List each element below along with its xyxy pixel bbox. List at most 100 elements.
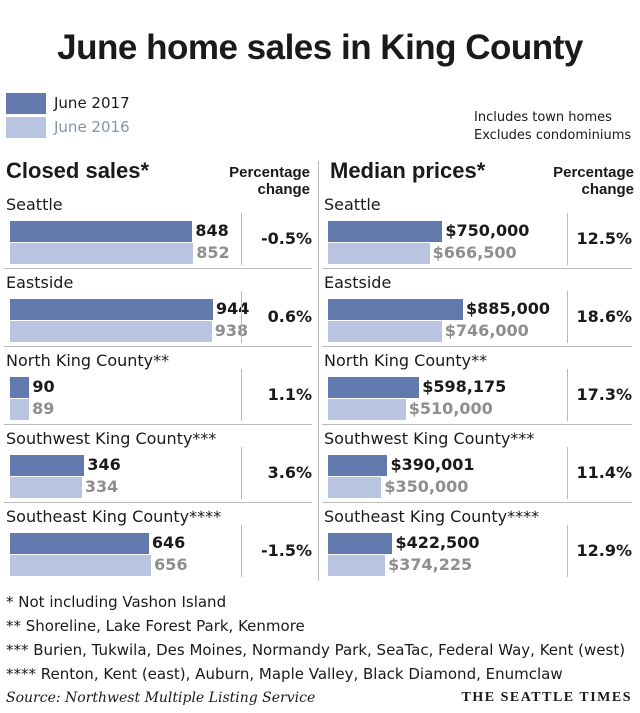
median-value-2016: $510,000 bbox=[408, 399, 493, 418]
legend-label-2017: June 2017 bbox=[54, 94, 130, 112]
closed-row-label: North King County** bbox=[6, 351, 170, 370]
median-row-separator bbox=[322, 346, 632, 347]
closed-value-2017: 346 bbox=[87, 455, 121, 474]
median-percent-change: 12.9% bbox=[576, 541, 632, 560]
closed-percent-change: 3.6% bbox=[267, 463, 312, 482]
closed-bar-2016 bbox=[10, 321, 212, 342]
footnotes: * Not including Vashon Island ** Shoreli… bbox=[6, 590, 625, 686]
median-value-2017: $750,000 bbox=[445, 221, 530, 240]
closed-pct-heading-line1: Percentage bbox=[229, 164, 310, 181]
median-percent-change: 18.6% bbox=[576, 307, 632, 326]
median-value-2016: $374,225 bbox=[388, 555, 473, 574]
closed-value-2016: 852 bbox=[196, 243, 230, 262]
closed-bar-2017 bbox=[10, 455, 85, 476]
median-row-separator bbox=[322, 268, 632, 269]
median-row-label: Seattle bbox=[324, 195, 381, 214]
column-divider bbox=[318, 161, 319, 581]
closed-bar-2016 bbox=[10, 555, 152, 576]
closed-value-2017: 848 bbox=[195, 221, 229, 240]
closed-percent-change: 1.1% bbox=[267, 385, 312, 404]
median-row-divider bbox=[567, 447, 568, 499]
closed-row-label: Southeast King County**** bbox=[6, 507, 222, 526]
median-prices-heading: Median prices* bbox=[330, 158, 486, 183]
closed-sales-heading: Closed sales* bbox=[6, 158, 150, 183]
median-row-divider bbox=[567, 525, 568, 577]
legend-item-2017: June 2017 bbox=[6, 92, 130, 114]
closed-bar-2017 bbox=[10, 533, 149, 554]
closed-row-divider bbox=[241, 525, 242, 577]
median-bar-2016 bbox=[328, 555, 386, 576]
median-value-2017: $390,001 bbox=[390, 455, 475, 474]
median-value-2017: $422,500 bbox=[395, 533, 480, 552]
median-percent-change: 17.3% bbox=[576, 385, 632, 404]
median-pct-heading-line1: Percentage bbox=[553, 164, 634, 181]
closed-row-separator bbox=[4, 268, 312, 269]
closed-percent-change: -0.5% bbox=[260, 229, 312, 248]
closed-row-divider bbox=[241, 213, 242, 265]
median-bar-2017 bbox=[328, 377, 420, 398]
closed-row-divider bbox=[241, 369, 242, 421]
closed-bar-2017 bbox=[10, 299, 213, 320]
median-row-label: North King County** bbox=[324, 351, 488, 370]
median-row-label: Southwest King County*** bbox=[324, 429, 535, 448]
median-percent-change: 12.5% bbox=[576, 229, 632, 248]
median-bar-2017 bbox=[328, 221, 443, 242]
closed-pct-heading-line2: change bbox=[257, 181, 310, 198]
closed-row-label: Eastside bbox=[6, 273, 74, 292]
footnote-1: * Not including Vashon Island bbox=[6, 593, 227, 611]
closed-value-2016: 334 bbox=[84, 477, 119, 496]
median-bar-2016 bbox=[328, 243, 430, 264]
footnote-4: **** Renton, Kent (east), Auburn, Maple … bbox=[6, 665, 563, 683]
median-row-divider bbox=[567, 213, 568, 265]
footnote-2: ** Shoreline, Lake Forest Park, Kenmore bbox=[6, 617, 305, 635]
closed-value-2016: 656 bbox=[154, 555, 188, 574]
median-row-separator bbox=[322, 424, 632, 425]
closed-row-separator bbox=[4, 502, 312, 503]
closed-bar-2017 bbox=[10, 377, 30, 398]
median-row-divider bbox=[567, 369, 568, 421]
closed-value-2017: 90 bbox=[32, 377, 55, 396]
notes: Includes town homes Excludes condominium… bbox=[474, 109, 631, 145]
legend-label-2016: June 2016 bbox=[54, 118, 130, 136]
closed-percent-change: -1.5% bbox=[260, 541, 312, 560]
closed-row-divider bbox=[241, 291, 242, 343]
closed-percent-change: 0.6% bbox=[267, 307, 312, 326]
closed-bar-2016 bbox=[10, 243, 194, 264]
median-value-2017: $885,000 bbox=[466, 299, 551, 318]
median-bar-2016 bbox=[328, 321, 442, 342]
median-pct-heading-line2: change bbox=[581, 181, 634, 198]
closed-value-2017: 646 bbox=[151, 533, 186, 552]
closed-row-label: Seattle bbox=[6, 195, 63, 214]
closed-value-2016: 938 bbox=[214, 321, 249, 340]
closed-row-label: Southwest King County*** bbox=[6, 429, 217, 448]
median-value-2016: $746,000 bbox=[444, 321, 529, 340]
median-bar-2017 bbox=[328, 299, 463, 320]
legend-swatch-2016 bbox=[6, 116, 46, 138]
source-credit: Source: Northwest Multiple Listing Servi… bbox=[6, 690, 316, 706]
closed-pct-heading: Percentage change bbox=[210, 164, 310, 198]
closed-bar-2017 bbox=[10, 221, 193, 242]
closed-bar-2016 bbox=[10, 399, 30, 420]
median-bar-2017 bbox=[328, 533, 393, 554]
legend-swatch-2017 bbox=[6, 92, 46, 114]
note-condos: Excludes condominiums bbox=[474, 128, 632, 143]
median-value-2016: $350,000 bbox=[384, 477, 469, 496]
closed-row-separator bbox=[4, 346, 312, 347]
note-town-homes: Includes town homes bbox=[474, 110, 612, 125]
closed-row-separator bbox=[4, 424, 312, 425]
median-row-label: Southeast King County**** bbox=[324, 507, 540, 526]
median-row-divider bbox=[567, 291, 568, 343]
median-value-2017: $598,175 bbox=[422, 377, 507, 396]
legend-item-2016: June 2016 bbox=[6, 116, 130, 138]
median-row-label: Eastside bbox=[324, 273, 392, 292]
median-pct-heading: Percentage change bbox=[534, 164, 634, 198]
brand-logo: THE SEATTLE TIMES bbox=[461, 690, 632, 705]
closed-bar-2016 bbox=[10, 477, 82, 498]
chart-title: June home sales in King County bbox=[57, 28, 583, 67]
median-bar-2016 bbox=[328, 477, 382, 498]
median-bar-2016 bbox=[328, 399, 406, 420]
closed-row-divider bbox=[241, 447, 242, 499]
footnote-3: *** Burien, Tukwila, Des Moines, Normand… bbox=[6, 641, 626, 659]
median-row-separator bbox=[322, 502, 632, 503]
closed-value-2016: 89 bbox=[32, 399, 55, 418]
